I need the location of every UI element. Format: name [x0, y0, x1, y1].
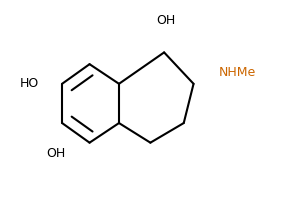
- Text: OH: OH: [156, 14, 176, 27]
- Text: OH: OH: [47, 147, 66, 160]
- Text: HO: HO: [19, 77, 38, 90]
- Text: NHMe: NHMe: [219, 65, 256, 79]
